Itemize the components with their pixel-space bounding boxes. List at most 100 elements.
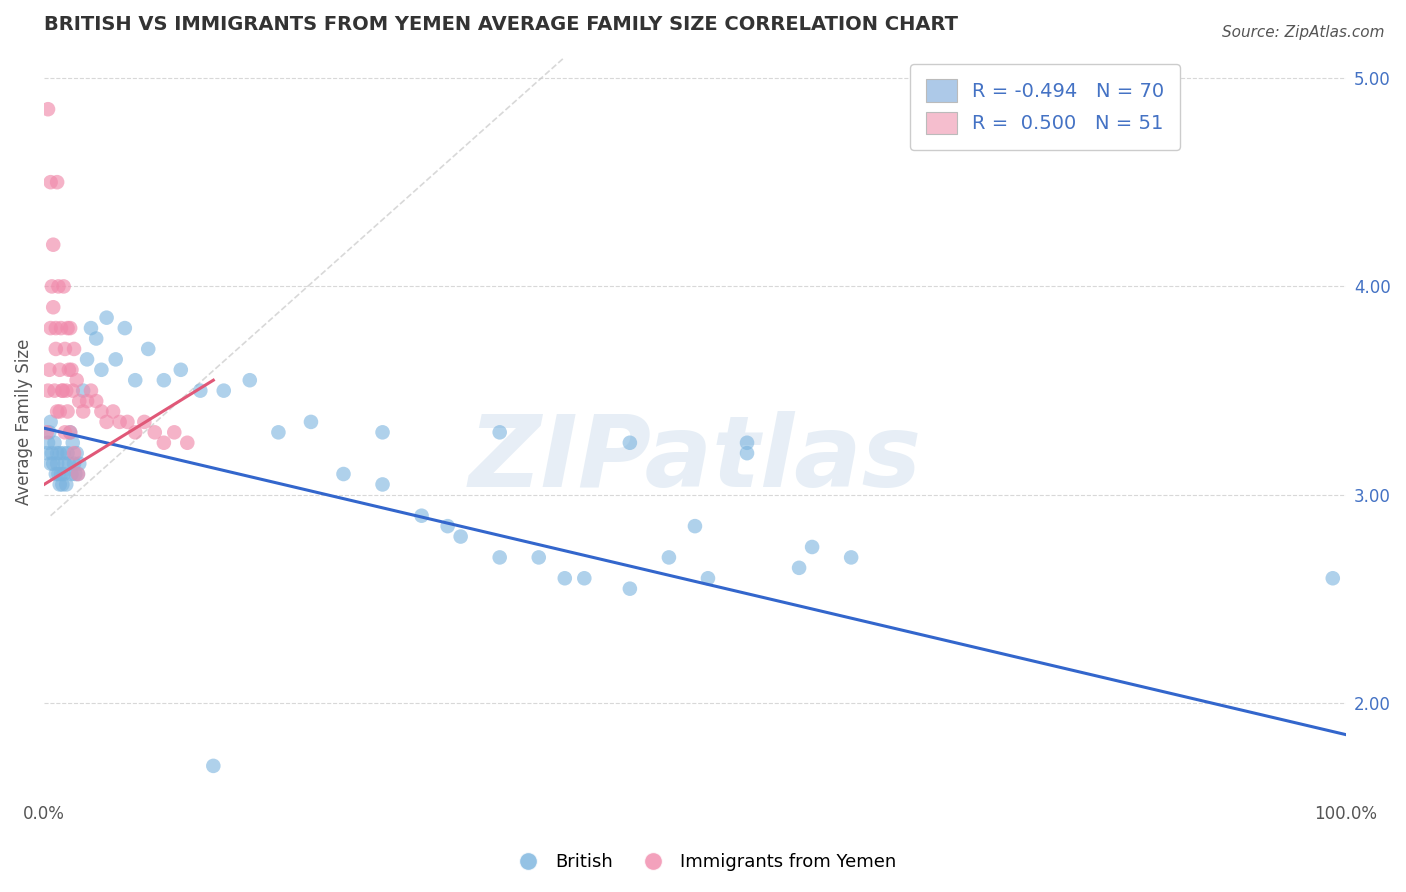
Point — [46, 457, 69, 471]
Point — [56, 446, 79, 460]
Point — [66, 446, 89, 460]
Point — [239, 373, 262, 387]
Point — [134, 415, 156, 429]
Point — [58, 363, 80, 377]
Text: ZIPatlas: ZIPatlas — [468, 411, 921, 508]
Point — [45, 321, 67, 335]
Point — [42, 300, 65, 314]
Point — [60, 363, 83, 377]
Point — [42, 457, 65, 471]
Point — [38, 425, 60, 440]
Legend: British, Immigrants from Yemen: British, Immigrants from Yemen — [503, 847, 903, 879]
Point — [53, 457, 76, 471]
Point — [554, 571, 576, 585]
Point — [63, 457, 86, 471]
Point — [51, 477, 73, 491]
Point — [41, 446, 63, 460]
Point — [574, 571, 596, 585]
Point — [48, 279, 70, 293]
Point — [59, 425, 82, 440]
Point — [37, 384, 59, 398]
Point — [48, 477, 70, 491]
Point — [59, 321, 82, 335]
Point — [46, 175, 69, 189]
Point — [124, 373, 146, 387]
Point — [153, 435, 176, 450]
Point — [117, 415, 139, 429]
Point — [58, 457, 80, 471]
Point — [44, 384, 66, 398]
Point — [72, 404, 94, 418]
Point — [46, 446, 69, 460]
Point — [66, 373, 89, 387]
Point — [48, 446, 70, 460]
Point — [45, 467, 67, 481]
Point — [332, 467, 354, 481]
Point — [55, 384, 77, 398]
Point — [170, 363, 193, 377]
Point — [48, 363, 70, 377]
Point — [697, 571, 720, 585]
Point — [48, 467, 70, 481]
Point — [49, 321, 72, 335]
Point — [80, 321, 103, 335]
Point — [104, 352, 127, 367]
Point — [735, 435, 758, 450]
Point — [90, 363, 112, 377]
Point — [619, 435, 641, 450]
Point — [96, 415, 118, 429]
Y-axis label: Average Family Size: Average Family Size — [15, 339, 32, 505]
Point — [683, 519, 706, 533]
Point — [1322, 571, 1344, 585]
Point — [37, 102, 59, 116]
Point — [55, 477, 77, 491]
Point — [63, 446, 86, 460]
Point — [212, 384, 235, 398]
Point — [202, 759, 225, 773]
Point — [450, 530, 472, 544]
Point — [153, 373, 176, 387]
Point — [76, 394, 98, 409]
Point — [163, 425, 186, 440]
Point — [45, 342, 67, 356]
Point — [619, 582, 641, 596]
Point — [42, 237, 65, 252]
Point — [37, 435, 59, 450]
Point — [136, 342, 159, 356]
Point — [176, 435, 198, 450]
Point — [48, 404, 70, 418]
Point — [124, 425, 146, 440]
Point — [39, 415, 62, 429]
Point — [56, 404, 79, 418]
Point — [56, 321, 79, 335]
Point — [96, 310, 118, 325]
Point — [658, 550, 681, 565]
Point — [80, 384, 103, 398]
Point — [72, 384, 94, 398]
Point — [63, 342, 86, 356]
Point — [90, 404, 112, 418]
Point — [84, 332, 107, 346]
Legend: R = -0.494   N = 70, R =  0.500   N = 51: R = -0.494 N = 70, R = 0.500 N = 51 — [910, 64, 1180, 150]
Point — [51, 384, 73, 398]
Point — [84, 394, 107, 409]
Point — [76, 352, 98, 367]
Point — [188, 384, 211, 398]
Point — [114, 321, 136, 335]
Point — [60, 467, 83, 481]
Point — [38, 363, 60, 377]
Point — [108, 415, 131, 429]
Point — [49, 467, 72, 481]
Point — [436, 519, 458, 533]
Text: Source: ZipAtlas.com: Source: ZipAtlas.com — [1222, 25, 1385, 40]
Point — [65, 467, 87, 481]
Point — [66, 467, 89, 481]
Point — [371, 425, 394, 440]
Point — [66, 467, 89, 481]
Point — [735, 446, 758, 460]
Point — [839, 550, 862, 565]
Point — [801, 540, 824, 554]
Point — [52, 446, 75, 460]
Point — [62, 384, 84, 398]
Point — [488, 425, 510, 440]
